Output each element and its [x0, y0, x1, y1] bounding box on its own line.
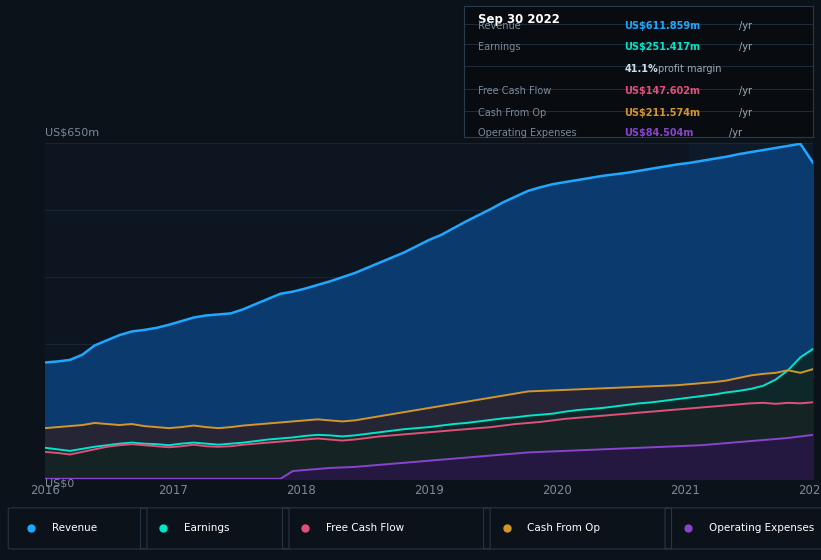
Text: Sep 30 2022: Sep 30 2022 [478, 13, 560, 26]
Text: profit margin: profit margin [658, 63, 721, 73]
Text: 41.1%: 41.1% [624, 63, 658, 73]
Text: /yr: /yr [739, 86, 752, 96]
Text: Earnings: Earnings [478, 43, 521, 53]
Text: Free Cash Flow: Free Cash Flow [326, 523, 404, 533]
Text: /yr: /yr [739, 108, 752, 118]
Text: Cash From Op: Cash From Op [527, 523, 600, 533]
Text: Operating Expenses: Operating Expenses [478, 128, 576, 138]
Text: US$611.859m: US$611.859m [624, 21, 700, 31]
Text: /yr: /yr [739, 21, 752, 31]
Text: Free Cash Flow: Free Cash Flow [478, 86, 551, 96]
Text: Revenue: Revenue [52, 523, 97, 533]
Text: US$0: US$0 [45, 479, 75, 489]
Text: Revenue: Revenue [478, 21, 521, 31]
Text: /yr: /yr [729, 128, 742, 138]
Text: Cash From Op: Cash From Op [478, 108, 546, 118]
Text: Operating Expenses: Operating Expenses [709, 523, 814, 533]
Text: US$147.602m: US$147.602m [624, 86, 700, 96]
Text: /yr: /yr [739, 43, 752, 53]
Text: US$84.504m: US$84.504m [624, 128, 694, 138]
Bar [689, 143, 813, 479]
Text: US$251.417m: US$251.417m [624, 43, 700, 53]
Text: Earnings: Earnings [184, 523, 229, 533]
Text: US$211.574m: US$211.574m [624, 108, 700, 118]
Text: US$650m: US$650m [45, 127, 99, 137]
